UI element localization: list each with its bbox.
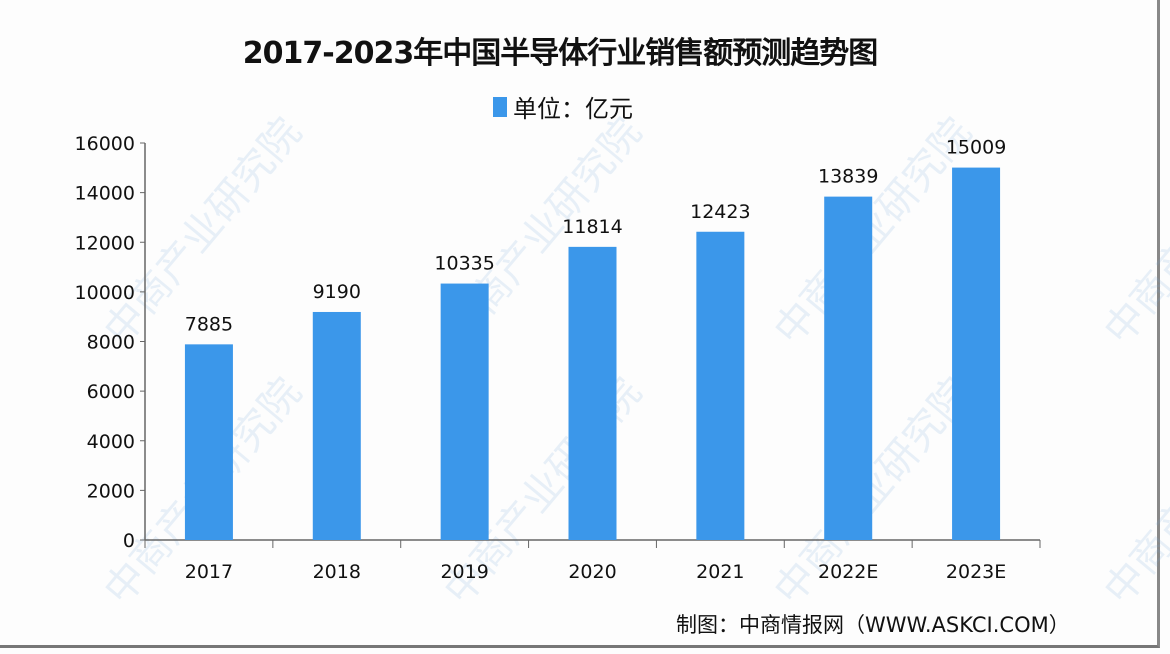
x-tick-label: 2019 bbox=[440, 561, 488, 583]
data-label: 7885 bbox=[185, 313, 233, 335]
x-tick-label: 2020 bbox=[568, 561, 616, 583]
x-tick-label: 2018 bbox=[313, 561, 361, 583]
data-label: 13839 bbox=[818, 166, 878, 188]
bar bbox=[440, 283, 489, 540]
bar bbox=[952, 167, 1001, 541]
x-tick-label: 2023E bbox=[946, 561, 1006, 583]
y-tick-label: 16000 bbox=[75, 133, 135, 155]
bar bbox=[824, 196, 873, 540]
x-tick-label: 2021 bbox=[696, 561, 744, 583]
data-label: 12423 bbox=[690, 201, 750, 223]
source-note: 制图：中商情报网（WWW.ASKCI.COM） bbox=[676, 613, 1070, 637]
y-tick-label: 8000 bbox=[87, 332, 135, 354]
legend-label: 单位：亿元 bbox=[513, 95, 633, 123]
y-tick-label: 10000 bbox=[75, 282, 135, 304]
y-tick-label: 14000 bbox=[75, 183, 135, 205]
y-tick-label: 2000 bbox=[87, 480, 135, 502]
data-label: 11814 bbox=[562, 216, 622, 238]
data-label: 15009 bbox=[946, 137, 1006, 159]
data-label: 10335 bbox=[434, 253, 494, 275]
x-tick-label: 2022E bbox=[818, 561, 878, 583]
bar bbox=[312, 311, 361, 540]
chart-title: 2017-2023年中国半导体行业销售额预测趋势图 bbox=[242, 36, 878, 71]
legend-swatch bbox=[493, 96, 507, 117]
bar bbox=[696, 231, 745, 540]
bar bbox=[568, 246, 617, 541]
bar bbox=[184, 344, 233, 540]
y-tick-label: 0 bbox=[123, 530, 135, 552]
legend: 单位：亿元 bbox=[493, 89, 633, 124]
y-tick-label: 6000 bbox=[87, 381, 135, 403]
data-label: 9190 bbox=[313, 281, 361, 303]
y-tick-label: 12000 bbox=[75, 232, 135, 254]
y-tick-label: 4000 bbox=[87, 431, 135, 453]
x-tick-label: 2017 bbox=[185, 561, 233, 583]
